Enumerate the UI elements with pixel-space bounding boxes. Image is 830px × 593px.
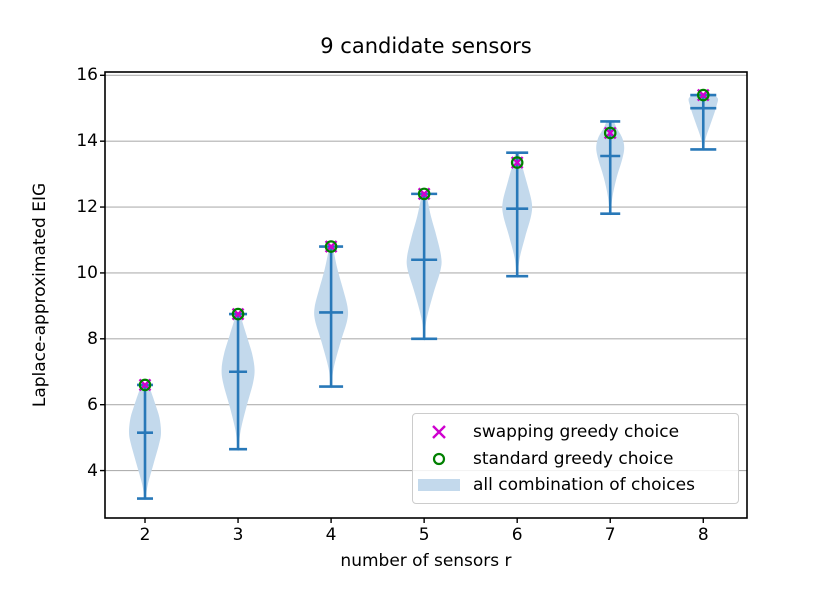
legend-label: swapping greedy choice — [473, 422, 680, 443]
standard-greedy-marker — [417, 187, 431, 201]
y-tick-label: 10 — [76, 262, 98, 283]
x-tick-label: 5 — [418, 525, 430, 545]
x-tick-label: 2 — [139, 525, 151, 545]
standard-greedy-marker — [138, 378, 152, 392]
x-tick-label: 4 — [325, 525, 337, 545]
y-tick-label: 14 — [76, 131, 98, 152]
x-tick-label: 3 — [232, 525, 244, 545]
standard-greedy-marker — [603, 126, 617, 140]
y-tick-label: 4 — [87, 460, 98, 481]
y-tick-label: 16 — [76, 65, 98, 86]
chart-title: 9 candidate sensors — [320, 34, 532, 58]
standard-greedy-marker — [696, 88, 710, 102]
x-marker-icon — [413, 423, 465, 441]
x-tick-label: 6 — [511, 525, 523, 545]
x-axis-label: number of sensors r — [340, 551, 512, 571]
legend-label: all combination of choices — [473, 474, 695, 495]
standard-greedy-marker — [324, 240, 338, 253]
y-tick-label: 8 — [87, 328, 98, 349]
standard-greedy-marker — [231, 307, 245, 321]
y-tick-label: 12 — [76, 197, 98, 218]
circle-marker-icon — [413, 450, 465, 468]
x-tick-label: 7 — [604, 525, 616, 545]
y-tick-label: 6 — [87, 394, 98, 415]
axes-spines — [104, 71, 748, 519]
legend-item-all-combinations: all combination of choices — [413, 475, 738, 495]
legend-label: standard greedy choice — [473, 448, 674, 469]
legend: swapping greedy choice standard greedy c… — [412, 413, 739, 504]
standard-greedy-marker — [510, 156, 524, 169]
x-tick-label: 8 — [697, 525, 709, 545]
violin-patch-icon — [413, 477, 465, 493]
legend-item-swapping-greedy: swapping greedy choice — [413, 422, 738, 442]
legend-item-standard-greedy: standard greedy choice — [413, 449, 738, 469]
